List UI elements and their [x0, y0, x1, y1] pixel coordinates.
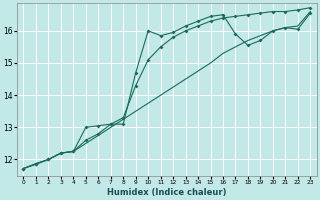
X-axis label: Humidex (Indice chaleur): Humidex (Indice chaleur)	[107, 188, 227, 197]
